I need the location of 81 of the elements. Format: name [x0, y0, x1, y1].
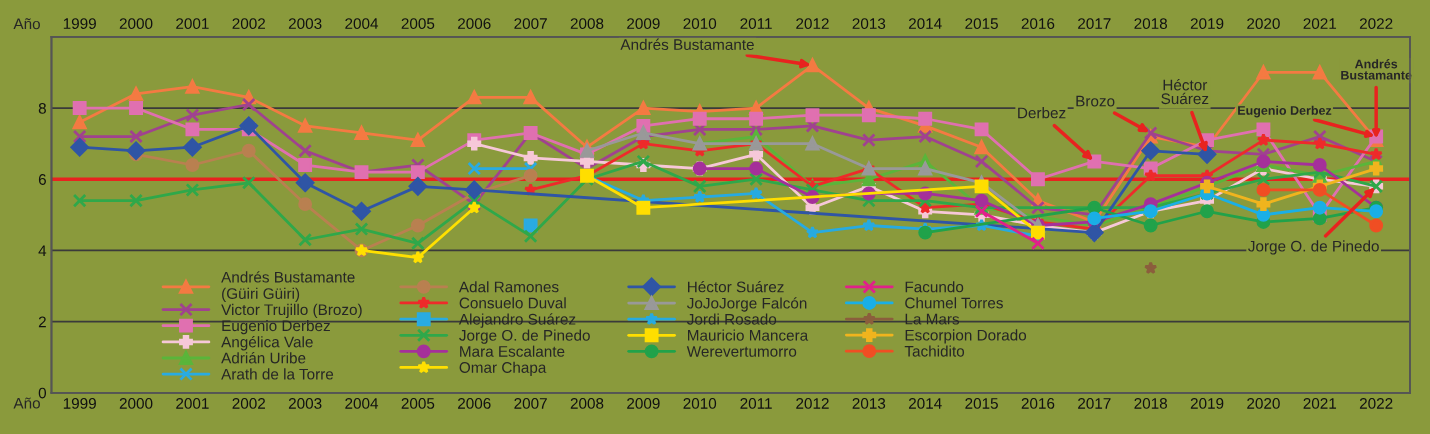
x2-tick-label: 2020	[1247, 18, 1280, 30]
legend-label: JoJoJorge Falcón	[687, 297, 807, 312]
x-tick-label: 2000	[119, 398, 153, 409]
legend-label: Escorpion Dorado	[905, 329, 1027, 344]
x-tick-label: 2020	[1247, 398, 1280, 409]
x-tick-label: 2002	[232, 398, 265, 409]
y-tick-label: 4	[38, 245, 47, 256]
x2-tick-label: 2019	[1190, 18, 1224, 30]
x-tick-label: 2021	[1303, 398, 1337, 409]
x-axis-title: Año	[13, 397, 40, 409]
x2-tick-label: 2000	[119, 18, 153, 30]
x-tick-label: 2003	[288, 398, 322, 409]
x2-tick-label: 2021	[1303, 18, 1337, 30]
x-tick-label: 2001	[176, 398, 209, 409]
legend-label: Héctor Suárez	[688, 280, 784, 293]
x2-axis-title: Año	[13, 18, 40, 30]
x-tick-label: 2014	[908, 398, 942, 409]
x-tick-label: 2005	[401, 398, 435, 409]
legend-label: Tachidito	[904, 345, 965, 357]
x2-tick-label: 2009	[627, 18, 660, 30]
legend-label: Arath de la Torre	[221, 368, 334, 380]
legend-label: Victor Trujillo (Brozo)	[221, 303, 362, 319]
x-tick-label: 2017	[1078, 398, 1111, 409]
x2-tick-label: 2014	[908, 18, 942, 30]
legend-label: Chumel Torres	[905, 297, 1003, 309]
x-tick-label: 2018	[1134, 398, 1168, 409]
legend-label: Omar Chapa	[459, 361, 547, 376]
x2-tick-label: 2015	[965, 18, 998, 30]
x-tick-label: 2016	[1021, 398, 1055, 409]
x-tick-label: 2008	[570, 398, 604, 409]
legend-label: Angélica Vale	[221, 336, 313, 351]
x2-tick-label: 2005	[401, 18, 435, 30]
y-tick-label: 2	[38, 316, 46, 328]
x-tick-label: 2009	[627, 398, 660, 409]
annotation: Andrés Bustamante	[1341, 59, 1412, 80]
x-tick-label: 2015	[965, 398, 998, 409]
x2-tick-label: 2017	[1078, 18, 1111, 30]
x2-tick-label: 2022	[1359, 18, 1393, 30]
x2-tick-label: 2008	[570, 18, 604, 30]
legend-label: Adal Ramones	[458, 281, 559, 293]
annotation: Andrés Bustamante	[620, 38, 754, 51]
x-tick-label: 2019	[1190, 398, 1224, 409]
x2-tick-label: 2016	[1021, 18, 1055, 30]
x-tick-label: 2011	[740, 398, 772, 409]
annotation: Brozo	[1076, 95, 1115, 107]
x-tick-label: 2007	[514, 398, 547, 409]
legend-label: Consuelo Duval	[459, 297, 566, 309]
x2-tick-label: 2010	[683, 18, 717, 30]
legend-label: Werevertumorro	[686, 346, 797, 357]
x2-tick-label: 2002	[232, 18, 265, 30]
legend-label: Adrián Uribe	[221, 352, 306, 364]
x-tick-label: 2006	[458, 398, 491, 409]
annotation: Héctor Suárez	[1161, 79, 1209, 105]
legend-label: Eugenio Derbez	[222, 319, 330, 335]
y-tick-label: 0	[38, 387, 47, 399]
legend-label: Mara Escalante	[460, 345, 565, 357]
x2-tick-label: 2004	[345, 18, 379, 30]
x-tick-label: 2022	[1359, 398, 1393, 409]
x2-tick-label: 2003	[288, 18, 322, 30]
x-tick-label: 2004	[345, 398, 379, 409]
annotation: Derbez	[1018, 107, 1066, 119]
x-tick-label: 1999	[63, 398, 96, 409]
x2-tick-label: 2006	[458, 18, 491, 30]
x2-tick-label: 2011	[740, 18, 772, 30]
x2-tick-label: 2018	[1134, 18, 1168, 30]
x2-tick-label: 1999	[63, 18, 96, 30]
x2-tick-label: 2012	[796, 18, 829, 30]
x2-tick-label: 2007	[514, 18, 547, 30]
x-tick-label: 2010	[683, 398, 717, 409]
annotation: Eugenio Derbez	[1238, 105, 1332, 118]
annotation: Jorge O. de Pinedo	[1248, 240, 1379, 255]
y-tick-label: 6	[38, 174, 46, 185]
legend-label: Mauricio Mancera	[688, 329, 809, 341]
x-tick-label: 2013	[852, 398, 886, 409]
x2-tick-label: 2001	[176, 18, 209, 30]
y-tick-label: 8	[38, 102, 46, 114]
legend-label: Facundo	[905, 281, 964, 293]
x2-tick-label: 2013	[852, 18, 886, 30]
x-tick-label: 2012	[796, 398, 829, 409]
legend-label: Andrés Bustamante (Güiri Güiri)	[221, 271, 355, 303]
legend-label: Jorge O. de Pinedo	[459, 329, 590, 344]
